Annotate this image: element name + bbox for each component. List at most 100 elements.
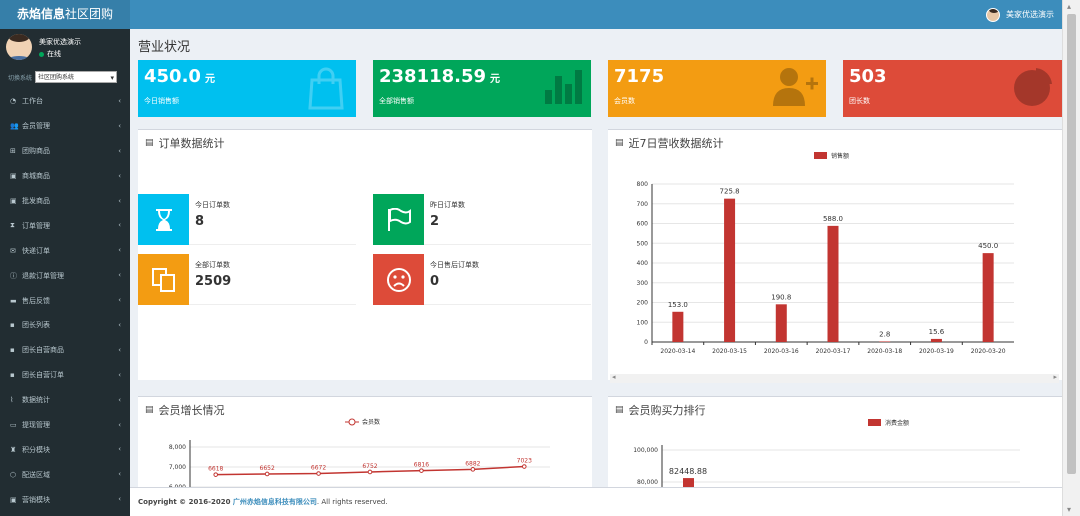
data-point xyxy=(213,472,219,477)
page-title: 营业状况 xyxy=(138,40,191,55)
info-icon: ⓘ xyxy=(10,271,17,280)
x-tick-label: 2020-03-17 xyxy=(816,348,851,355)
point-label: 6816 xyxy=(414,462,429,469)
point-label: 6672 xyxy=(311,465,326,472)
today-sales-box: 450.0 元 今日销售额 xyxy=(138,60,356,117)
inbox-icon: ▤ xyxy=(145,138,154,148)
purchase-rank-title: 会员购买力排行 xyxy=(628,404,706,417)
sidebar-item-2[interactable]: ⊞ 团购商品 ‹ xyxy=(0,139,130,164)
data-point xyxy=(264,471,270,477)
y-tick-label: 200 xyxy=(637,300,649,307)
yesterday-orders-value: 2 xyxy=(430,214,440,229)
shopping-bag-icon xyxy=(308,67,344,110)
online-dot-icon xyxy=(39,51,44,57)
x-tick-label: 2020-03-18 xyxy=(867,348,902,355)
sidebar-item-10[interactable]: ▪ 团长自营商品 ‹ xyxy=(0,338,130,363)
sidebar-item-15[interactable]: ⬡ 配送区域 ‹ xyxy=(0,462,130,487)
sidebar-item-5[interactable]: ⧗ 订单管理 ‹ xyxy=(0,213,130,238)
sidebar-item-6[interactable]: ✉ 快递订单 ‹ xyxy=(0,238,130,263)
copy-icon xyxy=(138,254,189,305)
chevron-left-icon: ‹ xyxy=(118,370,121,379)
legend-marker xyxy=(348,418,356,426)
sidebar-item-9[interactable]: ▪ 团长列表 ‹ xyxy=(0,313,130,338)
sidebar-item-14[interactable]: ♜ 积分模块 ‹ xyxy=(0,437,130,462)
sidebar-item-16[interactable]: ▣ 营销模块 ‹ xyxy=(0,487,130,512)
dashboard-icon: ◔ xyxy=(10,97,17,106)
bar-value-label: 450.0 xyxy=(978,242,998,250)
sidebar-item-11[interactable]: ▪ 团长自营订单 ‹ xyxy=(0,363,130,388)
member-count-value: 7175 xyxy=(614,66,665,87)
sidebar-item-8[interactable]: ▬ 售后反馈 ‹ xyxy=(0,288,130,313)
data-point xyxy=(316,471,321,476)
gift-icon: ▣ xyxy=(10,495,17,504)
sidebar-item-label: 商城商品 xyxy=(22,172,50,181)
purchase-bar-chart: 消费金额 100,000 80,000 82448.88 xyxy=(633,419,1020,487)
y-tick-label: 500 xyxy=(637,240,649,247)
total-sales-value: 238118.59 xyxy=(379,66,487,87)
system-switch: 切换系统 社区团购系统 xyxy=(0,65,130,89)
total-sales-box: 238118.59 元 全部销售额 xyxy=(373,60,591,117)
today-orders-stat: 今日订单数 8 xyxy=(138,194,356,245)
sidebar-item-label: 退款订单管理 xyxy=(22,271,64,280)
chart-horizontal-scrollbar[interactable]: ◂ ▸ xyxy=(610,373,1059,383)
inbox-icon: ▤ xyxy=(615,138,624,148)
legend-label: 会员数 xyxy=(362,418,380,426)
top-navbar: 赤焰信息社区团购 美家优选演示 xyxy=(0,0,1080,29)
bar-value-label: 2.8 xyxy=(879,330,890,338)
aftersale-orders-label: 今日售后订单数 xyxy=(430,261,479,269)
sidebar-user-name: 美家优选演示 xyxy=(39,38,81,46)
sidebar-item-12[interactable]: ⌇ 数据统计 ‹ xyxy=(0,388,130,413)
sidebar-item-3[interactable]: ▣ 商城商品 ‹ xyxy=(0,164,130,189)
company-link[interactable]: 广州赤焰信息科技有限公司 xyxy=(232,498,317,506)
user-plus-icon xyxy=(773,68,818,106)
legend-swatch xyxy=(814,152,827,159)
bar xyxy=(879,341,891,342)
total-orders-label: 全部订单数 xyxy=(195,261,230,269)
sidebar-item-0[interactable]: ◔ 工作台 ‹ xyxy=(0,89,130,114)
chevron-left-icon: ‹ xyxy=(118,271,121,280)
user-plus-icon: ▪ xyxy=(10,371,15,380)
chevron-left-icon: ‹ xyxy=(118,495,121,504)
scroll-down-icon[interactable]: ▾ xyxy=(1067,505,1072,514)
scroll-up-icon[interactable]: ▴ xyxy=(1067,2,1072,11)
bar-chart-icon xyxy=(545,70,582,104)
box-icon: ▣ xyxy=(10,197,17,205)
leader-count-label: 团长数 xyxy=(849,97,870,105)
x-tick-label: 2020-03-15 xyxy=(712,348,747,355)
system-select[interactable]: 社区团购系统 xyxy=(35,71,118,84)
sidebar-item-label: 团长列表 xyxy=(22,321,50,330)
leader-count-value: 503 xyxy=(849,66,887,87)
app-logo[interactable]: 赤焰信息社区团购 xyxy=(0,0,130,29)
sidebar-item-7[interactable]: ⓘ 退款订单管理 ‹ xyxy=(0,263,130,288)
sidebar-item-label: 团长自营商品 xyxy=(22,346,64,355)
bar xyxy=(930,338,942,342)
today-orders-label: 今日订单数 xyxy=(195,201,230,209)
bar-value-label: 153.0 xyxy=(668,301,688,309)
today-sales-label: 今日销售额 xyxy=(144,97,179,105)
data-point xyxy=(521,464,527,469)
chevron-left-icon: ‹ xyxy=(118,221,121,230)
sidebar-item-label: 会员管理 xyxy=(22,122,50,131)
inbox-icon: ▤ xyxy=(145,405,154,415)
chart-icon: ⌇ xyxy=(10,396,14,405)
scrollbar-thumb[interactable] xyxy=(1067,14,1076,474)
bar xyxy=(683,478,694,487)
legend-label: 销售额 xyxy=(831,152,849,160)
sidebar-item-4[interactable]: ▣ 批发商品 ‹ xyxy=(0,189,130,214)
y-tick-label: 100 xyxy=(637,319,649,326)
sidebar-item-13[interactable]: ▭ 提现管理 ‹ xyxy=(0,413,130,438)
total-orders-value: 2509 xyxy=(195,274,232,289)
bar xyxy=(827,225,839,342)
sidebar-item-1[interactable]: 👥 会员管理 ‹ xyxy=(0,114,130,139)
user-menu[interactable]: 美家优选演示 xyxy=(986,0,1054,29)
footer: Copyright © 2016-2020 广州赤焰信息科技有限公司. All … xyxy=(130,487,1062,516)
page-scrollbar[interactable]: ▴ ▾ xyxy=(1062,0,1080,516)
envelope-icon: ✉ xyxy=(10,246,16,255)
x-tick-label: 2020-03-14 xyxy=(660,348,695,355)
sidebar-item-label: 提现管理 xyxy=(22,421,50,430)
sales-bar-chart: 销售额 0 100 200 300 400 500 600 700 800 153.0 2020-03… xyxy=(637,152,1014,355)
chevron-left-icon: ‹ xyxy=(118,395,121,404)
point-label: 6652 xyxy=(260,465,275,472)
main-content: 营业状况 450.0 元 今日销售额 238118.59 元 全部销售额 7175 … xyxy=(130,29,1062,487)
yesterday-orders-label: 昨日订单数 xyxy=(430,201,465,209)
